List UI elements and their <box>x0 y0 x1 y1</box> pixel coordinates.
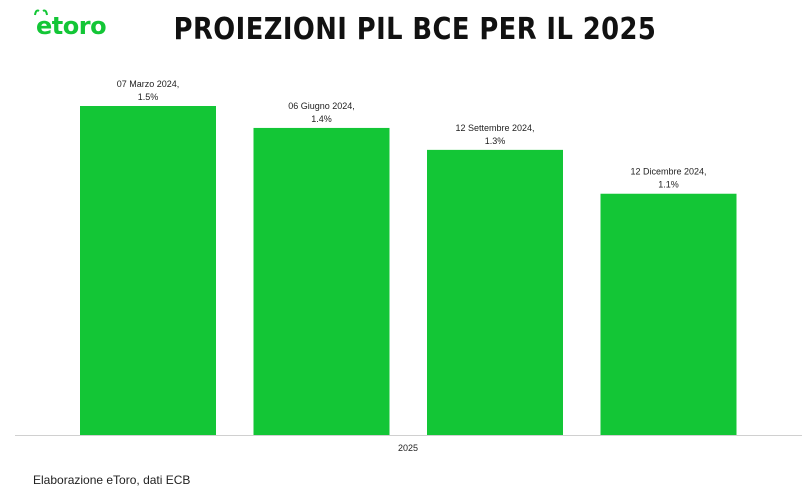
data-label-value-2: 1.4% <box>311 114 332 124</box>
data-label-date-3: 12 Settembre 2024, <box>455 123 534 133</box>
bar-1 <box>80 106 216 435</box>
data-label-date-4: 12 Dicembre 2024, <box>630 167 706 177</box>
data-label-value-1: 1.5% <box>138 92 159 102</box>
data-label-date-2: 06 Giugno 2024, <box>288 101 355 111</box>
data-label-value-4: 1.1% <box>658 180 679 190</box>
x-tick-label: 2025 <box>398 443 418 453</box>
source-note: Elaborazione eToro, dati ECB <box>33 473 191 487</box>
bar-2 <box>253 127 390 435</box>
logo-text: etoro <box>36 12 107 40</box>
bar-4 <box>600 193 737 435</box>
etoro-logo: etoro <box>34 9 107 40</box>
chart-title: PROIEZIONI PIL BCE PER IL 2025 <box>173 12 657 47</box>
bar-3 <box>427 149 563 435</box>
bull-horns-icon <box>34 9 48 16</box>
data-label-date-1: 07 Marzo 2024, <box>117 79 180 89</box>
data-label-value-3: 1.3% <box>485 136 506 146</box>
